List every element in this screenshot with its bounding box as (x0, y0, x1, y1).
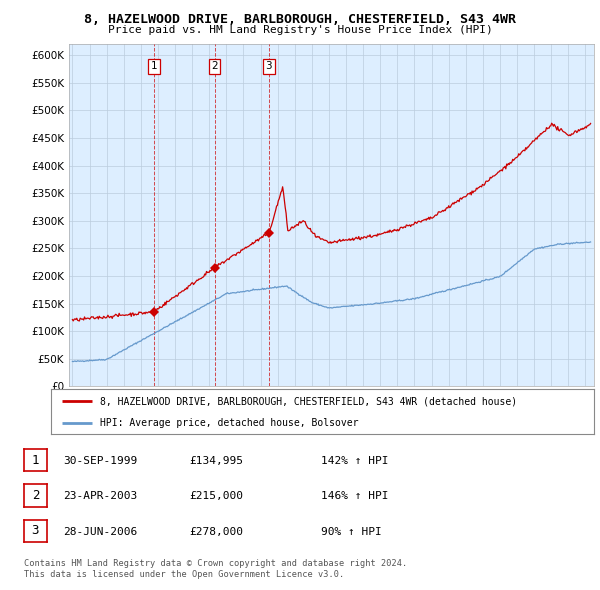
Text: 23-APR-2003: 23-APR-2003 (63, 491, 137, 501)
Text: Price paid vs. HM Land Registry's House Price Index (HPI): Price paid vs. HM Land Registry's House … (107, 25, 493, 35)
Text: HPI: Average price, detached house, Bolsover: HPI: Average price, detached house, Bols… (100, 418, 358, 428)
Text: 30-SEP-1999: 30-SEP-1999 (63, 456, 137, 466)
Text: 1: 1 (32, 454, 39, 467)
Text: 2: 2 (32, 489, 39, 502)
Text: 3: 3 (32, 525, 39, 537)
Text: Contains HM Land Registry data © Crown copyright and database right 2024.: Contains HM Land Registry data © Crown c… (24, 559, 407, 568)
Text: This data is licensed under the Open Government Licence v3.0.: This data is licensed under the Open Gov… (24, 571, 344, 579)
Text: £134,995: £134,995 (189, 456, 243, 466)
Text: 28-JUN-2006: 28-JUN-2006 (63, 527, 137, 536)
Text: 8, HAZELWOOD DRIVE, BARLBOROUGH, CHESTERFIELD, S43 4WR (detached house): 8, HAZELWOOD DRIVE, BARLBOROUGH, CHESTER… (100, 396, 517, 407)
Text: £215,000: £215,000 (189, 491, 243, 501)
Text: 1: 1 (151, 61, 157, 71)
Text: 146% ↑ HPI: 146% ↑ HPI (321, 491, 389, 501)
Text: 2: 2 (211, 61, 218, 71)
Text: 90% ↑ HPI: 90% ↑ HPI (321, 527, 382, 536)
Text: 3: 3 (266, 61, 272, 71)
Text: £278,000: £278,000 (189, 527, 243, 536)
Text: 8, HAZELWOOD DRIVE, BARLBOROUGH, CHESTERFIELD, S43 4WR: 8, HAZELWOOD DRIVE, BARLBOROUGH, CHESTER… (84, 13, 516, 26)
Text: 142% ↑ HPI: 142% ↑ HPI (321, 456, 389, 466)
